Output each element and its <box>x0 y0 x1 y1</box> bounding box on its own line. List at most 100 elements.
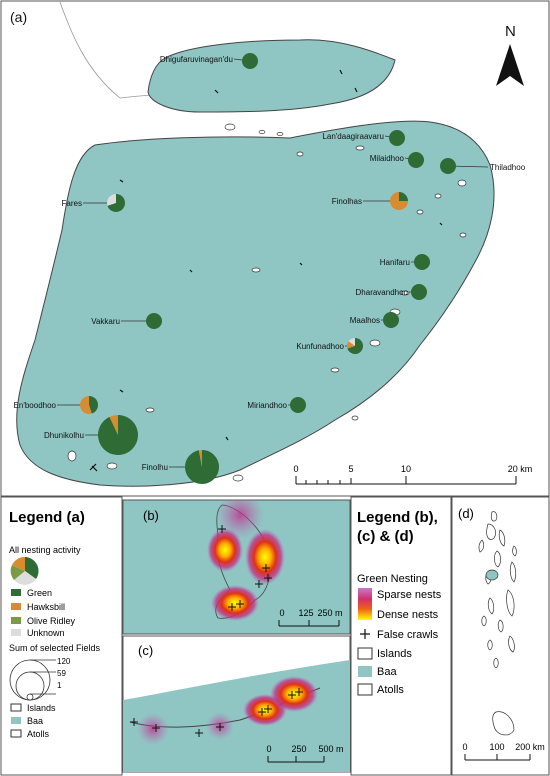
scale-a-tick-10: 10 <box>401 464 411 474</box>
legend-label-green: Green <box>27 588 52 598</box>
site-lan-daagiraavaru: Lan'daagiraavaru <box>322 130 405 146</box>
legend-a: Legend (a) All nesting activity Green Ha… <box>0 496 123 776</box>
scale-b-tick-250: 250 m <box>317 608 342 618</box>
legend-sparse: Sparse nests <box>377 589 442 601</box>
legend-bcd-swatch-atolls <box>357 683 373 696</box>
pie-slice-green-vakkaru <box>146 313 162 329</box>
legend-heat-ramp <box>358 588 372 620</box>
site-fares: Fares <box>62 194 126 212</box>
pie-slice-hawksbill-finolhas <box>390 192 408 210</box>
site-milaidhoo: Milaidhoo <box>370 152 424 168</box>
site-label-finolhu: Finolhu <box>142 463 168 472</box>
legend-a-swatch-islands <box>10 703 22 712</box>
legend-bcd-swatch-islands <box>357 647 373 660</box>
site-dhunikolhu: Dhunikolhu <box>44 415 139 456</box>
pie-slice-green-lan-daagiraavaru <box>389 130 405 146</box>
north-label: N <box>505 23 516 40</box>
scale-bar-b: 0 125 250 m <box>278 608 343 627</box>
site-markers: Dhigufaruvinagan'du Lan'daagiraavaru Milai… <box>14 53 526 484</box>
site-label-miriandhoo: Miriandhoo <box>247 401 287 410</box>
scale-a-tick-20: 20 km <box>508 464 533 474</box>
legend-swatch-green <box>11 589 21 596</box>
site-thiladhoo: Thiladhoo <box>440 158 526 174</box>
legend-swatch-olive-ridley <box>11 617 21 624</box>
site-label-dhunikolhu: Dhunikolhu <box>44 431 84 440</box>
legend-bcd-title-1: Legend (b), <box>357 509 438 526</box>
site-label-fares: Fares <box>62 199 82 208</box>
legend-a-label-islands: Islands <box>27 703 56 713</box>
site-label-thiladhoo: Thiladhoo <box>490 163 526 172</box>
panel-c: (c) 0 250 500 m <box>122 635 351 773</box>
legend-label-unknown: Unknown <box>27 628 65 638</box>
legend-a-subtitle: All nesting activity <box>9 545 81 555</box>
legend-dense: Dense nests <box>377 609 439 621</box>
legend-bcd-frame <box>350 496 452 776</box>
false-crawl-icon <box>360 629 370 639</box>
legend-bcd-swatch-baa <box>358 666 372 677</box>
legend-label-olive-ridley: Olive Ridley <box>27 616 76 626</box>
panel-b: (b) 0 125 250 m <box>122 499 351 635</box>
pie-slice-green-finolhas <box>399 192 408 201</box>
pie-slice-green-maalhos <box>383 312 399 328</box>
legend-swatch-hawksbill <box>11 603 21 610</box>
false-crawls-b <box>218 525 272 611</box>
pie-slice-green-miriandhoo <box>290 397 306 413</box>
legend-size-circles <box>9 659 56 701</box>
site-label-en-boodhoo: En'boodhoo <box>14 401 57 410</box>
pie-slice-green-en-boodhoo <box>89 396 99 414</box>
site-label-hanifaru: Hanifaru <box>380 258 410 267</box>
scale-c-tick-500: 500 m <box>318 744 343 754</box>
panel-a: (a) N Dhigufaruvinagan'du Lan'daagiraavar… <box>0 0 550 497</box>
site-vakkaru: Vakkaru <box>91 313 162 329</box>
north-arrow-icon: N <box>496 23 524 86</box>
heat-b-3 <box>211 585 259 621</box>
legend-a-label-baa: Baa <box>27 716 43 726</box>
legend-size-1: 1 <box>57 681 62 690</box>
legend-a-title: Legend (a) <box>9 509 85 526</box>
site-label-dharavandhoo: Dharavandhoo <box>356 288 409 297</box>
panel-d-label: (d) <box>458 506 474 521</box>
panel-d: (d) 0 100 200 km <box>451 496 550 776</box>
legend-bcd: Legend (b), (c) & (d) Green Nesting Spar… <box>350 496 452 776</box>
scale-c-tick-250: 250 <box>291 744 306 754</box>
site-dharavandhoo: Dharavandhoo <box>356 284 427 300</box>
legend-bcd-title-2: (c) & (d) <box>357 528 414 545</box>
legend-bcd-heading: Green Nesting <box>357 573 428 585</box>
heat-c-2 <box>270 676 318 712</box>
legend-size-59: 59 <box>57 669 66 678</box>
site-miriandhoo: Miriandhoo <box>247 397 306 413</box>
heat-b-2 <box>245 529 285 585</box>
scale-bar-c: 0 250 500 m <box>266 744 344 763</box>
pie-slice-green-dharavandhoo <box>411 284 427 300</box>
baa-north <box>147 39 396 113</box>
site-kunfunadhoo: Kunfunadhoo <box>296 338 363 354</box>
false-crawls-c <box>130 688 303 737</box>
pie-slice-green-finolhu <box>184 450 219 484</box>
site-finolhas: Finolhas <box>332 192 408 210</box>
legend-bcd-label-islands: Islands <box>377 648 412 660</box>
scale-c-tick-0: 0 <box>266 744 271 754</box>
pie-slice-green-thiladhoo <box>440 158 456 174</box>
pie-slice-hawksbill-finolhu <box>198 450 202 467</box>
site-maalhos: Maalhos <box>350 312 399 328</box>
site-label-vakkaru: Vakkaru <box>91 317 120 326</box>
legend-bcd-label-baa: Baa <box>377 666 397 678</box>
scale-d-tick-100: 100 <box>489 742 504 752</box>
small-islands <box>67 123 467 482</box>
legend-a-label-atolls: Atolls <box>27 729 50 739</box>
pie-slice-hawksbill-en-boodhoo <box>80 396 92 414</box>
pie-slice-green-fares <box>107 194 126 212</box>
scale-b-tick-0: 0 <box>279 608 284 618</box>
legend-a-frame <box>0 496 123 776</box>
site-label-kunfunadhoo: Kunfunadhoo <box>296 342 344 351</box>
pie-slice-unknown-fares <box>106 194 116 206</box>
site-label-lan-daagiraavaru: Lan'daagiraavaru <box>322 132 384 141</box>
panel-b-label: (b) <box>143 508 159 523</box>
scale-bar-a: 0 5 10 20 km <box>293 464 533 485</box>
baa-locator <box>485 569 499 581</box>
pie-slice-hawksbill-kunfunadhoo <box>347 341 355 349</box>
baa-main <box>16 120 495 487</box>
scale-bar-d: 0 100 200 km <box>462 742 545 761</box>
